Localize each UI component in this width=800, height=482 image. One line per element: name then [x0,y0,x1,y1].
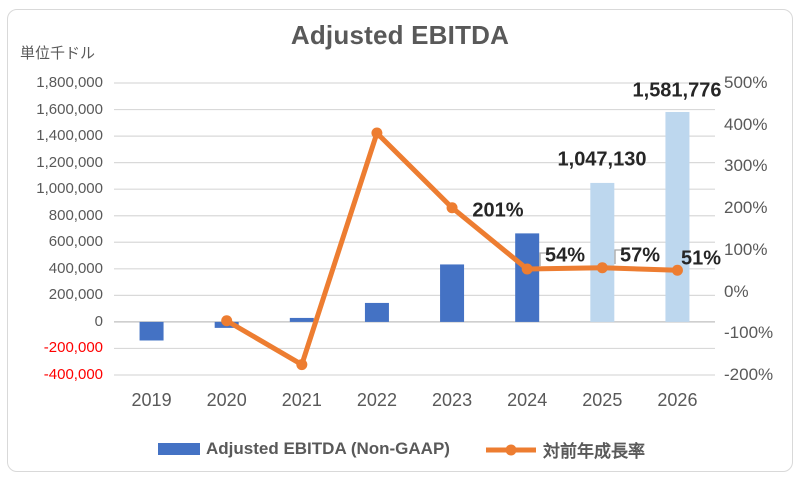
bar-2021[interactable] [289,317,314,322]
x-axis-label-2025: 2025 [582,390,623,410]
leader-line-57 [614,249,622,264]
left-axis-tick: 400,000 [48,259,103,277]
left-axis-tick: -400,000 [43,366,103,383]
line-marker-2024[interactable] [521,263,533,275]
right-axis-tick: 400% [724,114,768,134]
bar-2025[interactable] [590,182,615,322]
right-axis-tick: 500% [724,73,768,92]
bar-label-2026: 1,581,776 [632,79,722,102]
bar-2024[interactable] [515,233,540,322]
line-marker-2022[interactable] [371,127,383,139]
bar-2023[interactable] [440,264,465,322]
right-axis-tick: -100% [724,323,774,343]
growth-label-2026: 51% [680,247,722,270]
left-axis-tick: 0 [94,312,103,330]
leader-line-54 [539,252,547,266]
bar-2019[interactable] [139,321,164,341]
line-marker-2025[interactable] [596,262,608,274]
chart-title: Adjusted EBITDA [290,20,510,50]
bar-2026[interactable] [665,111,690,322]
left-axis-tick: 1,400,000 [36,127,103,145]
x-axis-label-2022: 2022 [356,390,397,410]
x-axis-label-2026: 2026 [657,390,698,410]
right-axis-tick: 0% [724,281,749,301]
line-marker-2026[interactable] [671,264,683,276]
left-axis-tick: 1,800,000 [36,74,103,91]
legend-item-growth-rate[interactable]: 対前年成長率 [485,437,645,462]
left-axis-tick: 1,000,000 [36,180,103,198]
left-axis-tick: 600,000 [48,233,103,251]
bar-2022[interactable] [364,302,389,322]
legend-label-growth-rate: 対前年成長率 [542,441,645,461]
growth-label-2024: 54% [544,244,586,267]
right-axis-tick: 100% [724,239,768,259]
x-axis-label-2023: 2023 [432,390,473,410]
growth-label-2023: 201% [472,199,524,222]
right-axis-tick: -200% [724,365,774,384]
line-marker-2023[interactable] [446,202,458,214]
left-axis-tick: 200,000 [48,286,103,304]
x-axis-label-2019: 2019 [131,390,172,410]
x-axis-label-2024: 2024 [507,390,548,410]
x-axis-label-2020: 2020 [206,390,247,410]
legend-label-adjusted-ebitda: Adjusted EBITDA (Non-GAAP) [206,439,450,458]
x-axis-label-2021: 2021 [281,390,322,410]
right-axis-tick: 200% [724,198,768,218]
left-axis-tick: 800,000 [48,206,103,224]
line-marker-2020[interactable] [221,315,233,327]
bar-label-2025: 1,047,130 [557,148,647,171]
bar-series-swatch [158,443,200,455]
line-marker-2021[interactable] [296,359,308,371]
left-axis-tick: -200,000 [43,339,103,357]
legend: Adjusted EBITDA (Non-GAAP) 対前年成長率 [158,437,645,462]
chart-frame [7,9,793,472]
growth-label-2025: 57% [619,244,661,267]
left-axis-tick: 1,200,000 [36,153,103,171]
legend-item-adjusted-ebitda[interactable]: Adjusted EBITDA (Non-GAAP) [158,439,450,459]
right-axis-tick: 300% [724,156,768,176]
left-axis-unit-label: 単位千ドル [20,45,96,62]
line-series-swatch [485,443,537,456]
left-axis-tick: 1,600,000 [36,100,103,118]
